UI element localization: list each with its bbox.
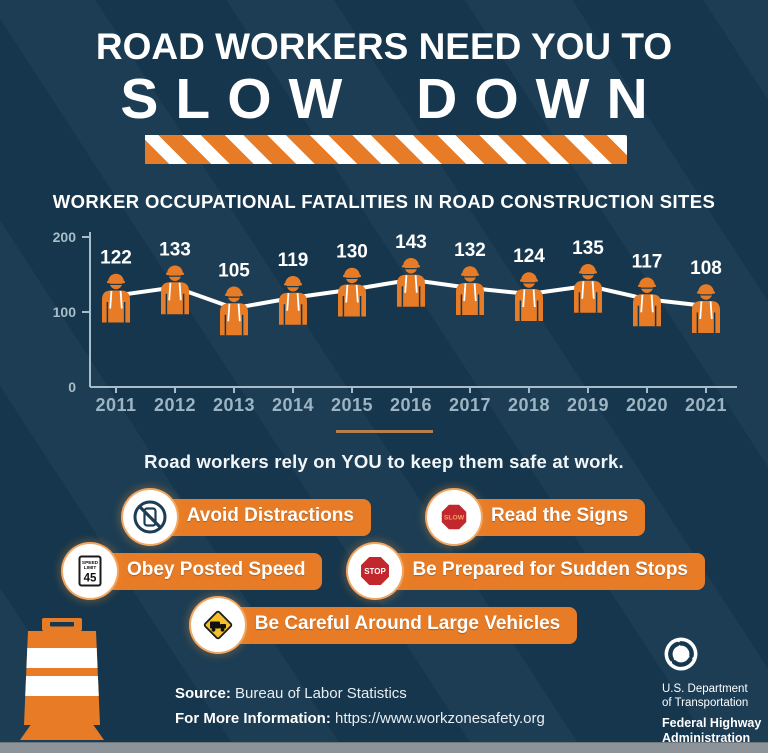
x-tick-label: 2019 — [567, 395, 609, 415]
svg-text:SPEED: SPEED — [82, 560, 99, 566]
chart-value-label: 133 — [159, 239, 191, 260]
dot-agency-line2: Administration — [662, 731, 751, 745]
tip-label: Avoid Distractions — [148, 498, 371, 536]
road-worker-marker — [337, 266, 367, 318]
y-tick-label: 100 — [53, 304, 77, 320]
road-worker-marker — [632, 276, 662, 328]
tip-label: Be Prepared for Sudden Stops — [374, 552, 705, 590]
chart-value-label: 130 — [336, 242, 368, 263]
stop-sign-icon: STOP — [348, 544, 403, 598]
road-worker-marker — [396, 257, 426, 308]
tip-sudden-stops: STOP Be Prepared for Sudden Stops — [348, 544, 705, 598]
usdot-logo-block: U.S. Department of Transportation Federa… — [662, 637, 766, 746]
tip-label: Read the Signs — [452, 498, 646, 536]
source-line: Source: Bureau of Labor Statistics — [175, 681, 545, 706]
svg-text:SLOW: SLOW — [444, 515, 465, 522]
dot-agency-line1: Federal Highway — [662, 716, 762, 730]
y-tick-label: 200 — [53, 229, 77, 245]
info-line: For More Information: https://www.workzo… — [175, 706, 545, 731]
chart-value-label: 132 — [454, 240, 486, 261]
tip-large-vehicles: Be Careful Around Large Vehicles — [190, 598, 578, 652]
x-tick-label: 2014 — [272, 395, 314, 415]
y-tick-label: 0 — [68, 379, 76, 395]
road-strip — [0, 742, 768, 753]
x-tick-label: 2017 — [449, 395, 491, 415]
no-phone-icon — [122, 490, 177, 544]
tip-label: Obey Posted Speed — [89, 552, 323, 590]
x-tick-label: 2021 — [685, 395, 727, 415]
x-tick-label: 2020 — [626, 395, 668, 415]
svg-text:LIMIT: LIMIT — [84, 565, 97, 571]
slow-sign-icon: SLOW — [426, 490, 481, 544]
section-divider — [336, 430, 433, 433]
svg-text:STOP: STOP — [365, 567, 387, 576]
dot-dept-line1: U.S. Department — [662, 683, 748, 695]
tagline: Road workers rely on YOU to keep them sa… — [144, 451, 624, 472]
truck-warning-sign-icon — [190, 598, 245, 652]
x-tick-label: 2015 — [331, 395, 373, 415]
chart-title: WORKER OCCUPATIONAL FATALITIES IN ROAD C… — [52, 191, 716, 212]
tip-read-the-signs: SLOW Read the Signs — [426, 490, 646, 544]
road-worker-marker — [101, 272, 131, 324]
footer-source: Source: Bureau of Labor Statistics For M… — [175, 681, 545, 731]
dot-dept-line2: of Transportation — [662, 697, 749, 709]
barrier-stripe-bar — [145, 135, 627, 164]
x-tick-label: 2012 — [154, 395, 196, 415]
tip-label: Be Careful Around Large Vehicles — [216, 606, 578, 644]
road-worker-marker — [573, 263, 603, 314]
x-tick-label: 2016 — [390, 395, 432, 415]
headline-line1: ROAD WORKERS NEED YOU TO — [95, 26, 673, 67]
info-label: For More Information: — [175, 710, 331, 727]
road-worker-marker — [278, 275, 308, 326]
x-tick-label: 2018 — [508, 395, 550, 415]
tip-avoid-distractions: Avoid Distractions — [122, 490, 371, 544]
road-worker-marker — [455, 265, 485, 316]
svg-text:45: 45 — [84, 573, 97, 585]
fatalities-line-chart: 0 100 200 122 2011 133 2012 105 2013 119 2014 130 20… — [53, 229, 737, 415]
x-tick-label: 2011 — [95, 395, 136, 415]
chart-value-label: 108 — [690, 258, 722, 279]
chart-value-label: 119 — [278, 250, 309, 271]
headline-line2: SLOW DOWN — [120, 67, 665, 131]
source-value: Bureau of Labor Statistics — [235, 685, 407, 702]
chart-value-label: 143 — [395, 232, 427, 253]
chart-value-label: 122 — [100, 248, 132, 269]
road-worker-marker — [219, 285, 249, 337]
x-tick-label: 2013 — [213, 395, 255, 415]
info-url[interactable]: https://www.workzonesafety.org — [335, 710, 545, 727]
source-label: Source: — [175, 685, 231, 702]
tip-obey-posted-speed: SPEED LIMIT 45 Obey Posted Speed — [63, 544, 323, 598]
road-worker-marker — [160, 264, 190, 316]
safety-tips: Avoid Distractions SLOW Read the Signs — [0, 490, 768, 652]
usdot-triskelion-icon — [664, 637, 698, 671]
traffic-barrel-icon — [20, 618, 104, 740]
chart-value-label: 135 — [572, 238, 604, 259]
road-worker-marker — [691, 283, 721, 334]
speed-limit-sign-icon: SPEED LIMIT 45 — [63, 544, 117, 598]
road-worker-marker — [514, 271, 544, 322]
chart-value-label: 124 — [513, 246, 545, 267]
chart-value-label: 105 — [218, 260, 250, 281]
chart-value-label: 117 — [632, 251, 663, 272]
